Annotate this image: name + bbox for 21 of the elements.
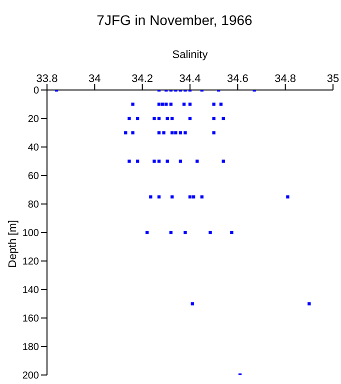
y-tick-label: 160 bbox=[22, 314, 40, 325]
y-tick-label: 0 bbox=[33, 86, 40, 97]
x-tick-label: 34 bbox=[88, 73, 101, 85]
x-tick-label: 34.8 bbox=[274, 73, 296, 85]
y-tick-label: 40 bbox=[28, 142, 40, 154]
y-tick-label: 60 bbox=[28, 171, 40, 182]
y-tick-label: 180 bbox=[22, 342, 40, 354]
chart-title: 7JFG in November, 1966 bbox=[96, 12, 254, 28]
x-tick-label: 33.8 bbox=[36, 73, 58, 85]
x-tick-label: 35 bbox=[326, 73, 340, 85]
y-tick-label: 100 bbox=[22, 228, 40, 240]
y-tick-label: 20 bbox=[28, 114, 40, 126]
y-tick-label: 120 bbox=[22, 256, 40, 268]
x-tick-label: 34.4 bbox=[179, 73, 201, 85]
x-tick-label: 34.6 bbox=[226, 73, 248, 85]
y-tick-label: 140 bbox=[22, 285, 40, 296]
y-tick-label: 80 bbox=[28, 200, 40, 211]
x-tick-label: 34.2 bbox=[132, 73, 154, 85]
y-tick-label: 200 bbox=[22, 370, 40, 382]
y-axis-title: Depth [m] bbox=[7, 220, 19, 268]
x-axis-title: Salinity bbox=[172, 48, 208, 61]
